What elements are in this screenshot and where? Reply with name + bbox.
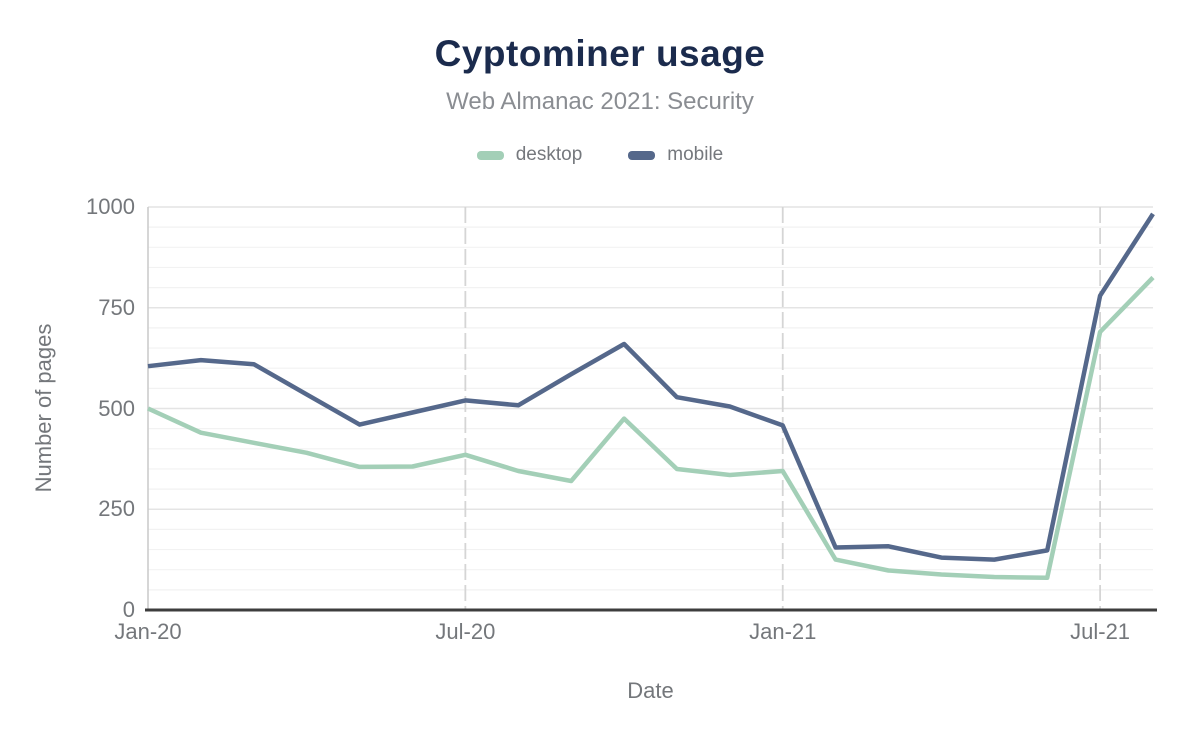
- y-tick-label: 500: [98, 395, 135, 421]
- chart-subtitle: Web Almanac 2021: Security: [446, 88, 754, 115]
- x-tick-label: Jan-20: [114, 619, 182, 644]
- legend-label-mobile: mobile: [667, 144, 724, 165]
- legend-item-desktop[interactable]: desktop: [476, 144, 583, 166]
- legend: desktop mobile: [0, 144, 1200, 166]
- chart-title: Cyptominer usage: [434, 33, 766, 74]
- y-tick-label: 1000: [86, 194, 135, 219]
- desktop-series-swatch-icon: [476, 150, 504, 160]
- legend-item-mobile[interactable]: mobile: [628, 144, 723, 166]
- series-line-mobile: [147, 212, 1155, 562]
- x-tick-label: Jul-21: [1070, 619, 1131, 644]
- x-tick-label: Jan-21: [749, 619, 817, 644]
- y-tick-label: 0: [122, 597, 135, 622]
- y-tick-label: 250: [98, 496, 135, 522]
- x-axis-title: Date: [627, 678, 674, 703]
- mobile-series-swatch-icon: [628, 150, 656, 160]
- x-tick-label: Jul-20: [435, 619, 496, 644]
- legend-label-desktop: desktop: [515, 144, 583, 165]
- y-axis-title: Number of pages: [31, 323, 56, 493]
- series-line-desktop: [147, 275, 1155, 581]
- y-tick-label: 750: [98, 294, 135, 320]
